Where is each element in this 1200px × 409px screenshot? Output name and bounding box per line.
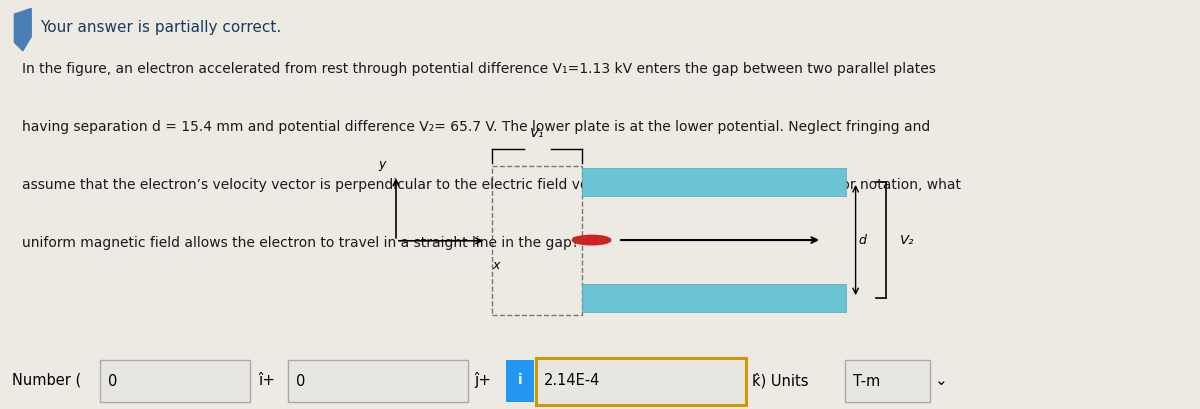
Text: i: i bbox=[517, 373, 522, 387]
Bar bbox=[845, 360, 930, 402]
Text: ⌄: ⌄ bbox=[935, 373, 948, 388]
Text: k̂) Units: k̂) Units bbox=[752, 373, 809, 388]
Text: T-m: T-m bbox=[853, 374, 881, 389]
Text: y: y bbox=[378, 158, 385, 171]
Bar bbox=[288, 360, 468, 402]
Text: In the figure, an electron accelerated from rest through potential difference V₁: In the figure, an electron accelerated f… bbox=[22, 63, 936, 76]
Text: assume that the electron’s velocity vector is perpendicular to the electric fiel: assume that the electron’s velocity vect… bbox=[22, 178, 961, 192]
Bar bbox=[536, 358, 746, 405]
Circle shape bbox=[572, 235, 611, 245]
Text: having separation d = 15.4 mm and potential difference V₂= 65.7 V. The lower pla: having separation d = 15.4 mm and potent… bbox=[22, 120, 930, 135]
Polygon shape bbox=[14, 37, 31, 51]
Bar bbox=[492, 166, 582, 315]
Text: 2.14E-4: 2.14E-4 bbox=[544, 373, 600, 388]
Text: x: x bbox=[492, 258, 499, 272]
Text: V₂: V₂ bbox=[900, 234, 914, 247]
Text: uniform magnetic field allows the electron to travel in a straight line in the g: uniform magnetic field allows the electr… bbox=[22, 236, 578, 250]
Bar bbox=[506, 360, 534, 402]
Text: 0: 0 bbox=[296, 374, 305, 389]
Text: Your answer is partially correct.: Your answer is partially correct. bbox=[40, 20, 281, 35]
Bar bbox=[582, 284, 846, 312]
Text: d: d bbox=[858, 234, 866, 247]
Text: Number (: Number ( bbox=[12, 373, 82, 388]
Text: 0: 0 bbox=[108, 374, 118, 389]
Text: î+: î+ bbox=[258, 373, 275, 388]
Text: V₁: V₁ bbox=[529, 127, 545, 140]
Polygon shape bbox=[14, 9, 31, 43]
Text: ĵ+: ĵ+ bbox=[474, 372, 491, 388]
Bar bbox=[582, 168, 846, 196]
Bar bbox=[100, 360, 250, 402]
